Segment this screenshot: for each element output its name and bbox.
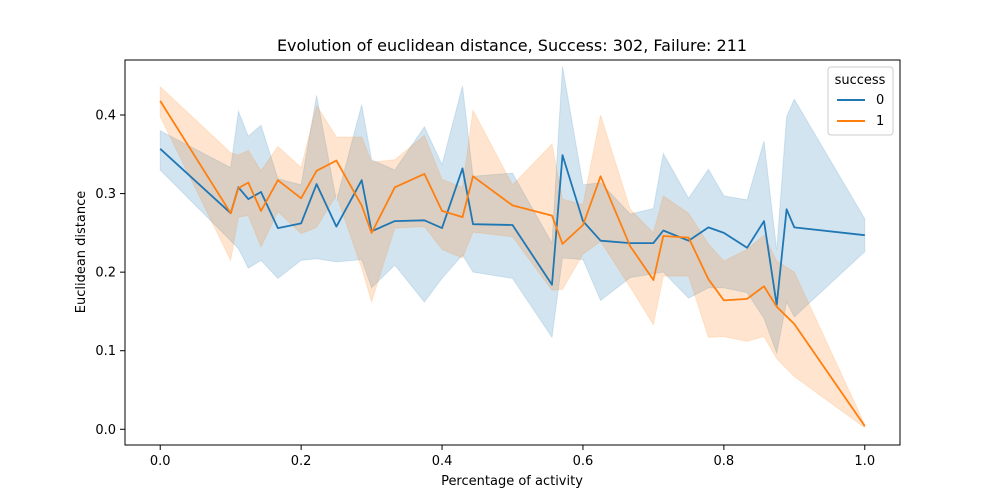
- y-tick-label: 0.3: [95, 187, 116, 202]
- series-line-1: [159, 100, 866, 427]
- x-tick-label: 0.6: [573, 454, 594, 469]
- confidence-band-series-0: [159, 66, 866, 355]
- plot-area: [159, 66, 866, 429]
- legend: success 0 1: [827, 66, 894, 136]
- series-line-0: [159, 148, 865, 306]
- legend-entry-series-1: 1: [876, 114, 884, 129]
- x-tick-label: 0.2: [291, 454, 312, 469]
- y-tick-label: 0.1: [95, 344, 116, 359]
- y-axis-label: Euclidean distance: [74, 191, 89, 314]
- y-axis: 0.0 0.1 0.2 0.3 0.4: [95, 109, 125, 438]
- x-axis-label: Percentage of activity: [441, 474, 583, 489]
- x-tick-label: 1.0: [854, 454, 875, 469]
- confidence-band-series-1: [159, 85, 866, 429]
- y-tick-label: 0.0: [95, 423, 116, 438]
- x-tick-label: 0.4: [432, 454, 453, 469]
- legend-entry-series-0: 0: [876, 93, 884, 108]
- x-tick-label: 0.8: [714, 454, 735, 469]
- axes-frame: [124, 59, 901, 446]
- chart-title: Evolution of euclidean distance, Success…: [277, 36, 747, 55]
- x-tick-label: 0.0: [150, 454, 171, 469]
- y-tick-label: 0.4: [95, 109, 116, 124]
- legend-title: success: [835, 73, 886, 88]
- y-tick-label: 0.2: [95, 266, 116, 281]
- x-axis: 0.0 0.2 0.4 0.6 0.8 1.0: [150, 445, 875, 469]
